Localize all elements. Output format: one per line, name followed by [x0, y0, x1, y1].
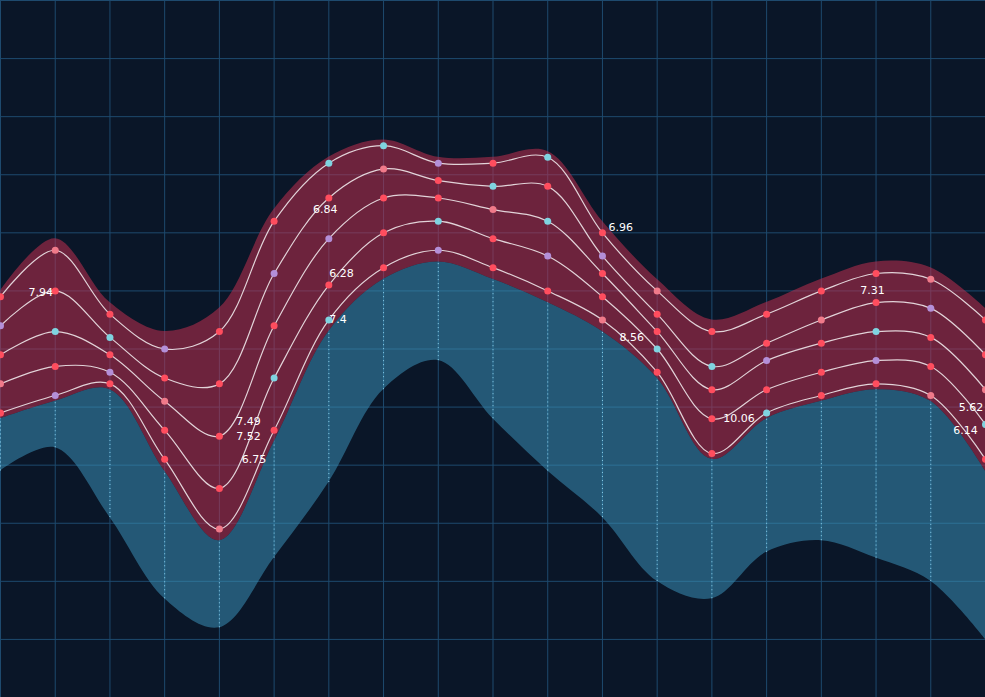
svg-text:5.62: 5.62 — [959, 401, 984, 414]
svg-text:8.56: 8.56 — [619, 331, 644, 344]
svg-text:6.14: 6.14 — [953, 424, 978, 437]
svg-text:7.49: 7.49 — [236, 415, 260, 428]
svg-text:6.28: 6.28 — [329, 267, 354, 280]
svg-text:10.06: 10.06 — [723, 412, 755, 425]
svg-text:6.96: 6.96 — [608, 221, 633, 234]
svg-text:7.4: 7.4 — [329, 313, 347, 326]
svg-text:7.52: 7.52 — [236, 430, 260, 443]
svg-text:7.94: 7.94 — [28, 286, 53, 299]
svg-text:6.84: 6.84 — [313, 203, 338, 216]
svg-text:7.31: 7.31 — [860, 284, 885, 297]
svg-text:6.75: 6.75 — [242, 453, 266, 466]
